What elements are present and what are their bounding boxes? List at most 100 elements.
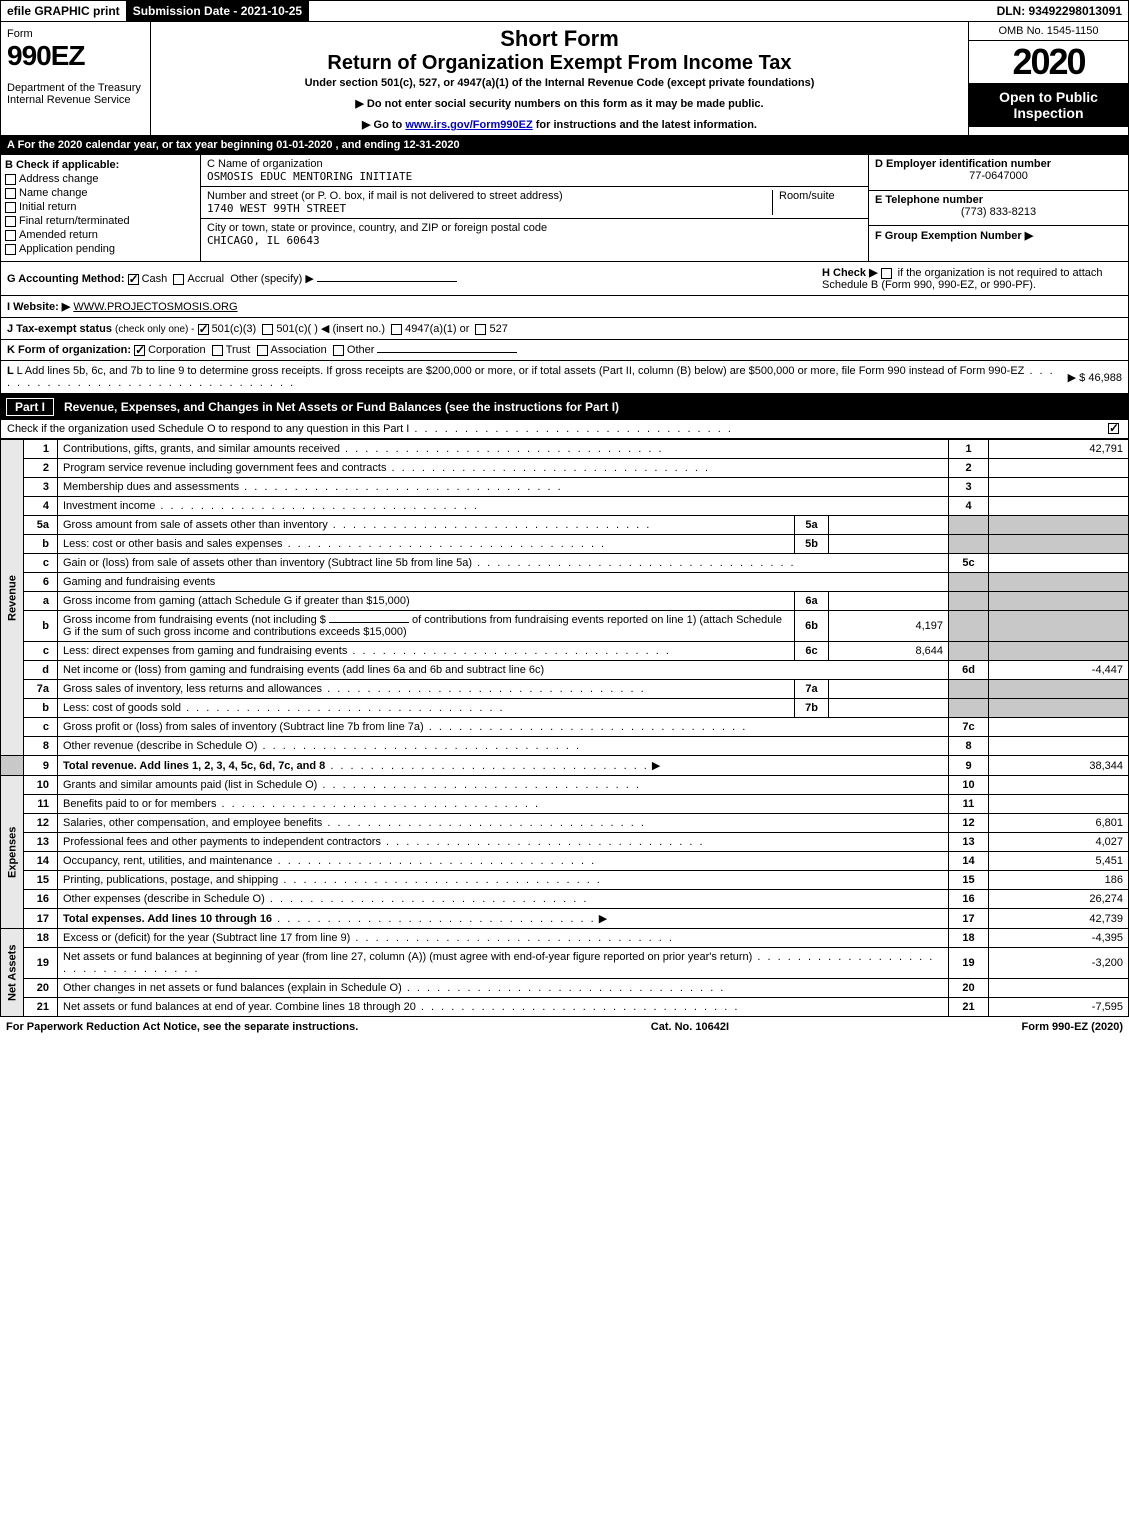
501c-label: 501(c)( ) ◀ (insert no.) <box>276 323 385 335</box>
l12-linecol: 12 <box>949 814 989 833</box>
dln: DLN: 93492298013091 <box>991 1 1128 21</box>
header-center: Short Form Return of Organization Exempt… <box>151 22 968 135</box>
chk-association[interactable] <box>257 345 268 356</box>
l5c-linecol: 5c <box>949 554 989 573</box>
l17-amt: 42,739 <box>989 909 1129 929</box>
l9-desc: Total revenue. Add lines 1, 2, 3, 4, 5c,… <box>63 760 325 772</box>
l2-amt <box>989 459 1129 478</box>
corporation-label: Corporation <box>148 344 205 356</box>
gross-receipts-text: L Add lines 5b, 6c, and 7b to line 9 to … <box>17 365 1025 377</box>
l2-desc: Program service revenue including govern… <box>63 462 710 474</box>
form-number: 990EZ <box>7 40 144 72</box>
expenses-side-label: Expenses <box>1 776 24 929</box>
l3-linecol: 3 <box>949 478 989 497</box>
chk-final-return[interactable]: Final return/terminated <box>5 215 196 227</box>
chk-501c[interactable] <box>262 324 273 335</box>
l20-desc: Other changes in net assets or fund bala… <box>63 982 725 994</box>
l10-num: 10 <box>24 776 58 795</box>
chk-initial-return[interactable]: Initial return <box>5 201 196 213</box>
part1-checkline: Check if the organization used Schedule … <box>0 420 1129 439</box>
row-gh: G Accounting Method: Cash Accrual Other … <box>0 262 1129 296</box>
l11-desc: Benefits paid to or for members <box>63 798 540 810</box>
chk-accrual[interactable] <box>173 274 184 285</box>
col-b-checkboxes: B Check if applicable: Address change Na… <box>1 155 201 261</box>
l8-amt <box>989 737 1129 756</box>
l6a-num: a <box>24 592 58 611</box>
chk-application-pending-label: Application pending <box>19 243 115 255</box>
other-specify-field[interactable] <box>317 281 457 282</box>
schedule-o-check-text: Check if the organization used Schedule … <box>7 423 733 435</box>
chk-corporation[interactable] <box>134 345 145 356</box>
cat-no: Cat. No. 10642I <box>651 1021 729 1033</box>
other-org-field[interactable] <box>377 352 517 353</box>
chk-4947a1[interactable] <box>391 324 402 335</box>
l7a-linecol-shade <box>949 680 989 699</box>
l6b-amt-shade <box>989 611 1129 642</box>
l7b-linecol-shade <box>949 699 989 718</box>
chk-address-change[interactable]: Address change <box>5 173 196 185</box>
goto-pre: ▶ Go to <box>362 119 405 131</box>
l7c-amt <box>989 718 1129 737</box>
chk-501c3[interactable] <box>198 324 209 335</box>
l8-num: 8 <box>24 737 58 756</box>
l6d-num: d <box>24 661 58 680</box>
l6c-subval: 8,644 <box>829 642 949 661</box>
revenue-side-label: Revenue <box>1 440 24 756</box>
chk-trust[interactable] <box>212 345 223 356</box>
ein-value: 77-0647000 <box>875 170 1122 182</box>
l7c-desc: Gross profit or (loss) from sales of inv… <box>63 721 747 733</box>
irs-link[interactable]: www.irs.gov/Form990EZ <box>405 119 532 131</box>
row-g: G Accounting Method: Cash Accrual Other … <box>7 272 816 285</box>
website-value[interactable]: WWW.PROJECTOSMOSIS.ORG <box>73 301 237 313</box>
netassets-side-label: Net Assets <box>1 929 24 1017</box>
l5b-desc: Less: cost or other basis and sales expe… <box>63 538 606 550</box>
l2-linecol: 2 <box>949 459 989 478</box>
chk-amended-return[interactable]: Amended return <box>5 229 196 241</box>
l6b-blank-field[interactable] <box>329 622 409 623</box>
l19-amt: -3,200 <box>989 948 1129 979</box>
l20-amt <box>989 979 1129 998</box>
l7a-num: 7a <box>24 680 58 699</box>
address-label: Number and street (or P. O. box, if mail… <box>207 190 772 202</box>
block-bcd: B Check if applicable: Address change Na… <box>0 155 1129 262</box>
l5a-desc: Gross amount from sale of assets other t… <box>63 519 651 531</box>
row-k: K Form of organization: Corporation Trus… <box>0 340 1129 361</box>
efile-link[interactable]: efile GRAPHIC print <box>1 1 127 21</box>
l8-linecol: 8 <box>949 737 989 756</box>
city-row: City or town, state or province, country… <box>201 219 868 250</box>
l16-desc: Other expenses (describe in Schedule O) <box>63 893 588 905</box>
l6b-linecol-shade <box>949 611 989 642</box>
l7a-subval <box>829 680 949 699</box>
l6a-desc: Gross income from gaming (attach Schedul… <box>63 595 410 607</box>
chk-other-org[interactable] <box>333 345 344 356</box>
tax-exempt-label: J Tax-exempt status <box>7 323 112 335</box>
527-label: 527 <box>489 323 507 335</box>
l12-desc: Salaries, other compensation, and employ… <box>63 817 646 829</box>
telephone-label: E Telephone number <box>875 194 1122 206</box>
website-label: I Website: ▶ <box>7 301 70 313</box>
chk-cash[interactable] <box>128 274 139 285</box>
l4-num: 4 <box>24 497 58 516</box>
l3-amt <box>989 478 1129 497</box>
chk-name-change[interactable]: Name change <box>5 187 196 199</box>
chk-schedule-o[interactable] <box>1108 423 1119 434</box>
l12-num: 12 <box>24 814 58 833</box>
l18-amt: -4,395 <box>989 929 1129 948</box>
chk-schedule-b[interactable] <box>881 268 892 279</box>
l6a-amt-shade <box>989 592 1129 611</box>
telephone-value: (773) 833-8213 <box>875 206 1122 218</box>
chk-527[interactable] <box>475 324 486 335</box>
l4-linecol: 4 <box>949 497 989 516</box>
l21-amt: -7,595 <box>989 998 1129 1017</box>
l14-desc: Occupancy, rent, utilities, and maintena… <box>63 855 596 867</box>
l4-desc: Investment income <box>63 500 479 512</box>
header-right: OMB No. 1545-1150 2020 Open to Public In… <box>968 22 1128 135</box>
goto-post: for instructions and the latest informat… <box>533 119 757 131</box>
l7b-subnum: 7b <box>795 699 829 718</box>
l15-num: 15 <box>24 871 58 890</box>
org-name-value: OSMOSIS EDUC MENTORING INITIATE <box>207 170 412 183</box>
part1-header: Part I Revenue, Expenses, and Changes in… <box>0 394 1129 420</box>
l6-amt-shade <box>989 573 1129 592</box>
telephone-row: E Telephone number (773) 833-8213 <box>869 191 1128 227</box>
chk-application-pending[interactable]: Application pending <box>5 243 196 255</box>
